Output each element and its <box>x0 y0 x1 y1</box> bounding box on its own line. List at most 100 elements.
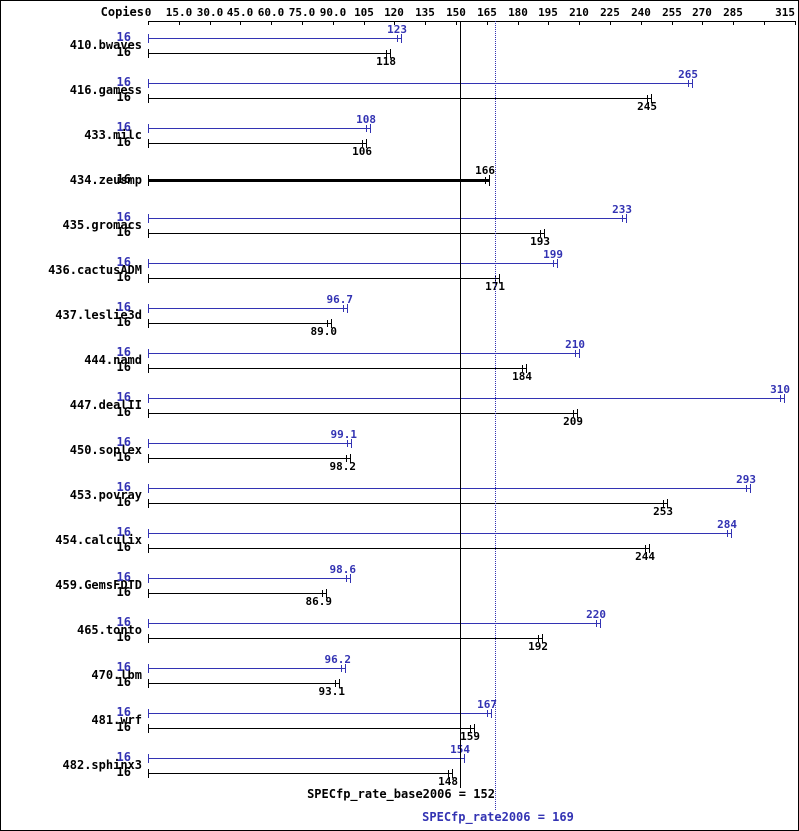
bar-line <box>148 668 345 669</box>
value-label: 93.1 <box>318 685 346 698</box>
bar-line <box>148 368 526 369</box>
value-label: 108 <box>356 113 376 126</box>
bar-start-cap <box>148 544 149 553</box>
copies-count: 16 <box>116 270 131 284</box>
bar-line <box>148 179 489 182</box>
copies-count: 16 <box>116 225 131 239</box>
x-axis-tick-label: 180 <box>508 6 528 19</box>
bar-range-tick <box>397 35 398 42</box>
bar-range-tick <box>346 455 347 462</box>
bar-end-cap <box>474 724 475 733</box>
bar-end-cap <box>651 94 652 103</box>
bar-end-cap <box>401 34 402 43</box>
benchmark-label: 436.cactusADM <box>48 263 142 277</box>
copies-count: 16 <box>116 615 131 629</box>
x-axis-tick <box>610 21 611 25</box>
bar-line <box>148 683 339 684</box>
bar-end-cap <box>366 139 367 148</box>
base-mean-reference-line <box>460 21 461 788</box>
value-label: 99.1 <box>330 428 358 441</box>
value-label: 199 <box>543 248 563 261</box>
x-axis-tick <box>456 21 457 25</box>
bar-end-cap <box>577 409 578 418</box>
bar-range-tick <box>335 680 336 687</box>
copies-count: 16 <box>116 660 131 674</box>
copies-count: 16 <box>116 90 131 104</box>
copies-count: 16 <box>116 300 131 314</box>
copies-count: 16 <box>116 720 131 734</box>
bar-range-tick <box>322 590 323 597</box>
bar-line <box>148 503 667 504</box>
x-axis-tick-label: 165 <box>477 6 497 19</box>
copies-count: 16 <box>116 495 131 509</box>
copies-count: 16 <box>116 45 131 59</box>
bar-line <box>148 38 401 39</box>
bar-start-cap <box>148 229 149 238</box>
bar-start-cap <box>148 589 149 598</box>
x-axis-tick-label: 225 <box>600 6 620 19</box>
bar-start-cap <box>148 364 149 373</box>
value-label: 210 <box>565 338 585 351</box>
bar-end-cap <box>600 619 601 628</box>
bar-range-tick <box>553 260 554 267</box>
bar-start-cap <box>148 139 149 148</box>
x-axis-tick-label: 105 <box>354 6 374 19</box>
bar-range-tick <box>688 80 689 87</box>
x-axis-tick-label: 15.0 <box>165 6 193 19</box>
bar-line <box>148 143 366 144</box>
bar-range-tick <box>470 725 471 732</box>
bar-range-tick <box>647 95 648 102</box>
x-axis-tick <box>148 21 149 25</box>
x-axis-tick <box>302 21 303 25</box>
bar-range-tick <box>343 305 344 312</box>
x-axis-tick <box>394 21 395 25</box>
bar-end-cap <box>452 769 453 778</box>
bar-end-cap <box>667 499 668 508</box>
bar-start-cap <box>148 664 149 673</box>
bar-line <box>148 728 474 729</box>
bar-end-cap <box>579 349 580 358</box>
bar-range-tick <box>485 177 486 184</box>
copies-count: 16 <box>116 75 131 89</box>
bar-end-cap <box>489 175 490 186</box>
x-axis-tick-label: 210 <box>569 6 589 19</box>
value-label: 86.9 <box>305 595 333 608</box>
value-label: 96.2 <box>324 653 352 666</box>
value-label: 167 <box>477 698 497 711</box>
bar-end-cap <box>491 709 492 718</box>
bar-start-cap <box>148 214 149 223</box>
bar-line <box>148 758 464 759</box>
copies-count: 16 <box>116 540 131 554</box>
bar-range-tick <box>346 575 347 582</box>
benchmark-label: 450.soplex <box>69 443 142 457</box>
bar-range-tick <box>663 500 664 507</box>
bar-line <box>148 578 350 579</box>
value-label: 98.2 <box>329 460 357 473</box>
x-axis-tick-label: 315 <box>775 6 795 19</box>
peak-mean-label: SPECfp_rate2006 = 169 <box>422 810 574 824</box>
value-label: 253 <box>653 505 673 518</box>
x-axis-tick-label: 60.0 <box>257 6 285 19</box>
x-axis-tick-label: 0 <box>144 6 152 19</box>
bar-end-cap <box>370 124 371 133</box>
benchmark-label: 444.namd <box>84 353 142 367</box>
bar-line <box>148 488 750 489</box>
copies-count: 16 <box>116 120 131 134</box>
x-axis-tick-label: 150 <box>446 6 466 19</box>
value-label: 123 <box>387 23 407 36</box>
value-label: 166 <box>475 164 495 177</box>
x-axis-tick <box>179 21 180 25</box>
bar-end-cap <box>331 319 332 328</box>
bar-line <box>148 53 390 54</box>
bar-start-cap <box>148 79 149 88</box>
bar-start-cap <box>148 274 149 283</box>
bar-end-cap <box>557 259 558 268</box>
x-axis-tick <box>425 21 426 25</box>
x-axis-tick-label: 270 <box>692 6 712 19</box>
bar-line <box>148 128 370 129</box>
bar-start-cap <box>148 529 149 538</box>
bar-start-cap <box>148 124 149 133</box>
copies-count: 16 <box>116 750 131 764</box>
copies-count: 16 <box>116 705 131 719</box>
x-axis-tick-label: 120 <box>384 6 404 19</box>
